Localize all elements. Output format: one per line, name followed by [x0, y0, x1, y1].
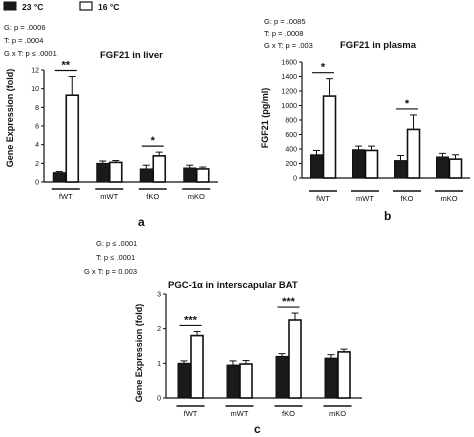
y-tick-label: 1600 [281, 60, 297, 67]
significance-label: ** [61, 60, 70, 72]
significance-label: * [321, 62, 326, 74]
bar [139, 168, 153, 183]
panel-a-ylabel: Gene Expression (fold) [5, 69, 15, 168]
legend-label-23c: 23 °C [22, 2, 43, 12]
x-tick-label: mWT [356, 194, 374, 203]
x-tick-label: mWT [231, 409, 249, 418]
x-tick-label: fKO [146, 192, 159, 201]
y-tick-label: 2 [35, 161, 39, 168]
x-tick-label: fKO [282, 409, 295, 418]
legend-swatch-16c [79, 1, 93, 11]
bar [337, 351, 351, 399]
x-tick-label: mWT [100, 192, 118, 201]
panel-c-stat-gxt: G x T: p = 0.003 [84, 267, 137, 276]
bar [177, 362, 191, 399]
bar [448, 158, 463, 179]
bar [152, 155, 167, 183]
y-tick-label: 200 [285, 161, 297, 168]
bar [226, 364, 240, 399]
bar [394, 160, 407, 179]
y-tick-label: 400 [285, 147, 297, 154]
panel-b-letter: b [384, 209, 391, 223]
significance-label: *** [184, 314, 198, 326]
bar [352, 149, 365, 179]
x-tick-label: fKO [401, 194, 414, 203]
x-tick-label: fWT [59, 192, 73, 201]
y-tick-label: 800 [285, 118, 297, 125]
y-tick-label: 0 [293, 176, 297, 183]
panel-c: G: p ≤ .0001 T: p ≤ .0001 G x T: p = 0.0… [84, 239, 362, 436]
x-tick-label: fWT [184, 409, 198, 418]
panel-a: G: p = .0006 T: p = .0004 G x T: p ≤ .00… [4, 23, 218, 229]
legend: 23 °C 16 °C [3, 1, 119, 12]
y-tick-label: 0 [157, 396, 161, 403]
chart-c-plot: 0 1 2 3 fWT mWT fKO mKO *** *** [157, 292, 362, 418]
bar [310, 154, 323, 179]
bar [288, 319, 302, 399]
bar [364, 149, 379, 179]
panel-b-title: FGF21 in plasma [340, 40, 417, 51]
panel-c-stat-t: T: p ≤ .0001 [96, 253, 135, 262]
panel-b: G: p = .0085 T: p = .0008 G x T: p = .00… [260, 17, 470, 223]
bar [436, 156, 449, 179]
bar [190, 334, 204, 399]
bar [275, 355, 289, 399]
panel-a-letter: a [138, 215, 145, 229]
panel-b-stat-gxt: G x T: p = .003 [264, 41, 313, 50]
y-tick-label: 8 [35, 105, 39, 112]
panel-a-stat-gxt: G x T: p ≤ .0001 [4, 49, 57, 58]
y-tick-label: 1000 [281, 103, 297, 110]
y-tick-label: 12 [31, 68, 39, 75]
x-tick-label: mKO [329, 409, 346, 418]
panel-c-stat-g: G: p ≤ .0001 [96, 239, 137, 248]
y-tick-label: 2 [157, 326, 161, 333]
y-tick-label: 6 [35, 124, 39, 131]
y-tick-label: 1400 [281, 74, 297, 81]
y-tick-label: 1200 [281, 89, 297, 96]
y-tick-label: 1 [157, 361, 161, 368]
panel-b-stat-g: G: p = .0085 [264, 17, 306, 26]
bar [108, 161, 123, 183]
bar [239, 363, 253, 399]
bar [324, 357, 338, 399]
significance-label: * [151, 135, 156, 147]
x-tick-label: mKO [440, 194, 457, 203]
bar [322, 95, 337, 179]
legend-label-16c: 16 °C [98, 2, 119, 12]
significance-label: *** [282, 296, 296, 308]
panel-c-ylabel: Gene Expression (fold) [134, 304, 144, 403]
significance-label: * [405, 98, 410, 110]
bar [96, 162, 110, 183]
bar [183, 167, 197, 183]
panel-b-stat-t: T: p = .0008 [264, 29, 303, 38]
y-tick-label: 10 [31, 86, 39, 93]
y-tick-label: 4 [35, 142, 39, 149]
bar [52, 172, 66, 183]
y-tick-label: 600 [285, 132, 297, 139]
panel-a-stat-t: T: p = .0004 [4, 36, 43, 45]
panel-c-title: PGC-1α in interscapular BAT [168, 280, 298, 291]
bar [65, 94, 80, 183]
panel-a-title: FGF21 in liver [100, 50, 163, 61]
y-tick-label: 3 [157, 292, 161, 299]
y-tick-label: 0 [35, 180, 39, 187]
bar [406, 128, 421, 179]
legend-swatch-23c [3, 1, 17, 11]
panel-c-letter: c [254, 422, 261, 436]
panel-a-stat-g: G: p = .0006 [4, 23, 46, 32]
x-tick-label: mKO [188, 192, 205, 201]
chart-b-plot: 0 200 400 600 800 1000 1200 1400 1600 fWT mWT fKO mK… [281, 60, 470, 203]
panel-b-ylabel: FGF21 (pg/ml) [260, 88, 270, 149]
bar [195, 168, 210, 183]
x-tick-label: fWT [316, 194, 330, 203]
